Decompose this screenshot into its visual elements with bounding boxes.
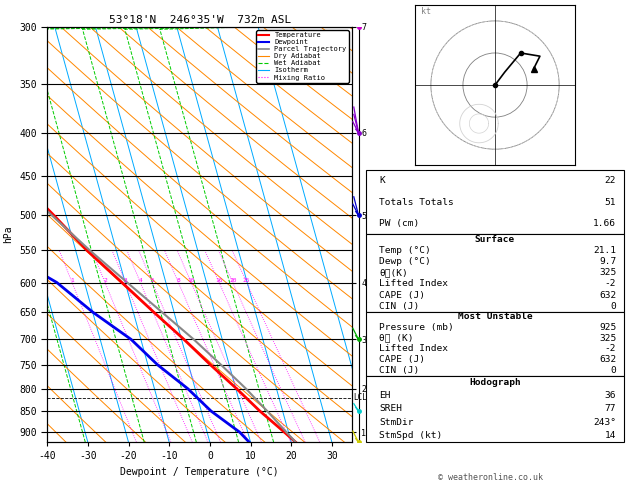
Bar [366, 170, 624, 234]
Text: 3: 3 [123, 278, 127, 282]
Text: PW (cm): PW (cm) [379, 219, 419, 228]
Text: 925: 925 [599, 323, 616, 332]
Bar [366, 234, 624, 312]
Y-axis label: km
ASL: km ASL [378, 235, 393, 254]
Text: 51: 51 [604, 198, 616, 207]
Text: © weatheronline.co.uk: © weatheronline.co.uk [438, 473, 543, 482]
Text: CIN (J): CIN (J) [379, 302, 419, 311]
Text: 0: 0 [611, 366, 616, 375]
Text: 1: 1 [70, 278, 74, 282]
Text: 77: 77 [604, 404, 616, 414]
Y-axis label: hPa: hPa [4, 226, 14, 243]
Text: 21.1: 21.1 [593, 246, 616, 255]
Text: 325: 325 [599, 334, 616, 343]
Text: 8: 8 [177, 278, 181, 282]
Text: 632: 632 [599, 355, 616, 364]
Text: Totals Totals: Totals Totals [379, 198, 454, 207]
Text: θᴄ (K): θᴄ (K) [379, 334, 413, 343]
Bar [366, 312, 624, 376]
Text: EH: EH [379, 391, 391, 400]
Text: K: K [379, 176, 385, 185]
Text: 20: 20 [229, 278, 237, 282]
Text: θᴄ(K): θᴄ(K) [379, 268, 408, 278]
Text: 0: 0 [611, 302, 616, 311]
X-axis label: Dewpoint / Temperature (°C): Dewpoint / Temperature (°C) [120, 467, 279, 477]
Text: LCL: LCL [353, 393, 367, 402]
Text: -2: -2 [604, 279, 616, 288]
Text: 9.7: 9.7 [599, 257, 616, 266]
Text: 22: 22 [604, 176, 616, 185]
Text: Hodograph: Hodograph [469, 378, 521, 387]
Text: 10: 10 [187, 278, 195, 282]
Text: Surface: Surface [475, 235, 515, 244]
Text: SREH: SREH [379, 404, 402, 414]
Text: StmDir: StmDir [379, 418, 413, 427]
Text: 5: 5 [150, 278, 154, 282]
Text: 36: 36 [604, 391, 616, 400]
Text: Lifted Index: Lifted Index [379, 345, 448, 353]
Text: 16: 16 [215, 278, 223, 282]
Text: kt: kt [421, 7, 431, 17]
Bar [366, 376, 624, 442]
Text: Pressure (mb): Pressure (mb) [379, 323, 454, 332]
Text: -2: -2 [604, 345, 616, 353]
Title: 53°18'N  246°35'W  732m ASL: 53°18'N 246°35'W 732m ASL [109, 15, 291, 25]
Text: 4: 4 [138, 278, 142, 282]
Legend: Temperature, Dewpoint, Parcel Trajectory, Dry Adiabat, Wet Adiabat, Isotherm, Mi: Temperature, Dewpoint, Parcel Trajectory… [257, 30, 348, 83]
Text: 25: 25 [243, 278, 250, 282]
Text: StmSpd (kt): StmSpd (kt) [379, 431, 442, 440]
Text: CAPE (J): CAPE (J) [379, 291, 425, 299]
Text: 1.66: 1.66 [593, 219, 616, 228]
Text: 2: 2 [103, 278, 107, 282]
Text: Most Unstable: Most Unstable [458, 312, 532, 321]
Text: Temp (°C): Temp (°C) [379, 246, 431, 255]
Text: 243°: 243° [593, 418, 616, 427]
Text: 325: 325 [599, 268, 616, 278]
Text: 14: 14 [604, 431, 616, 440]
Text: CIN (J): CIN (J) [379, 366, 419, 375]
Text: Dewp (°C): Dewp (°C) [379, 257, 431, 266]
Text: CAPE (J): CAPE (J) [379, 355, 425, 364]
Text: 632: 632 [599, 291, 616, 299]
Text: Lifted Index: Lifted Index [379, 279, 448, 288]
